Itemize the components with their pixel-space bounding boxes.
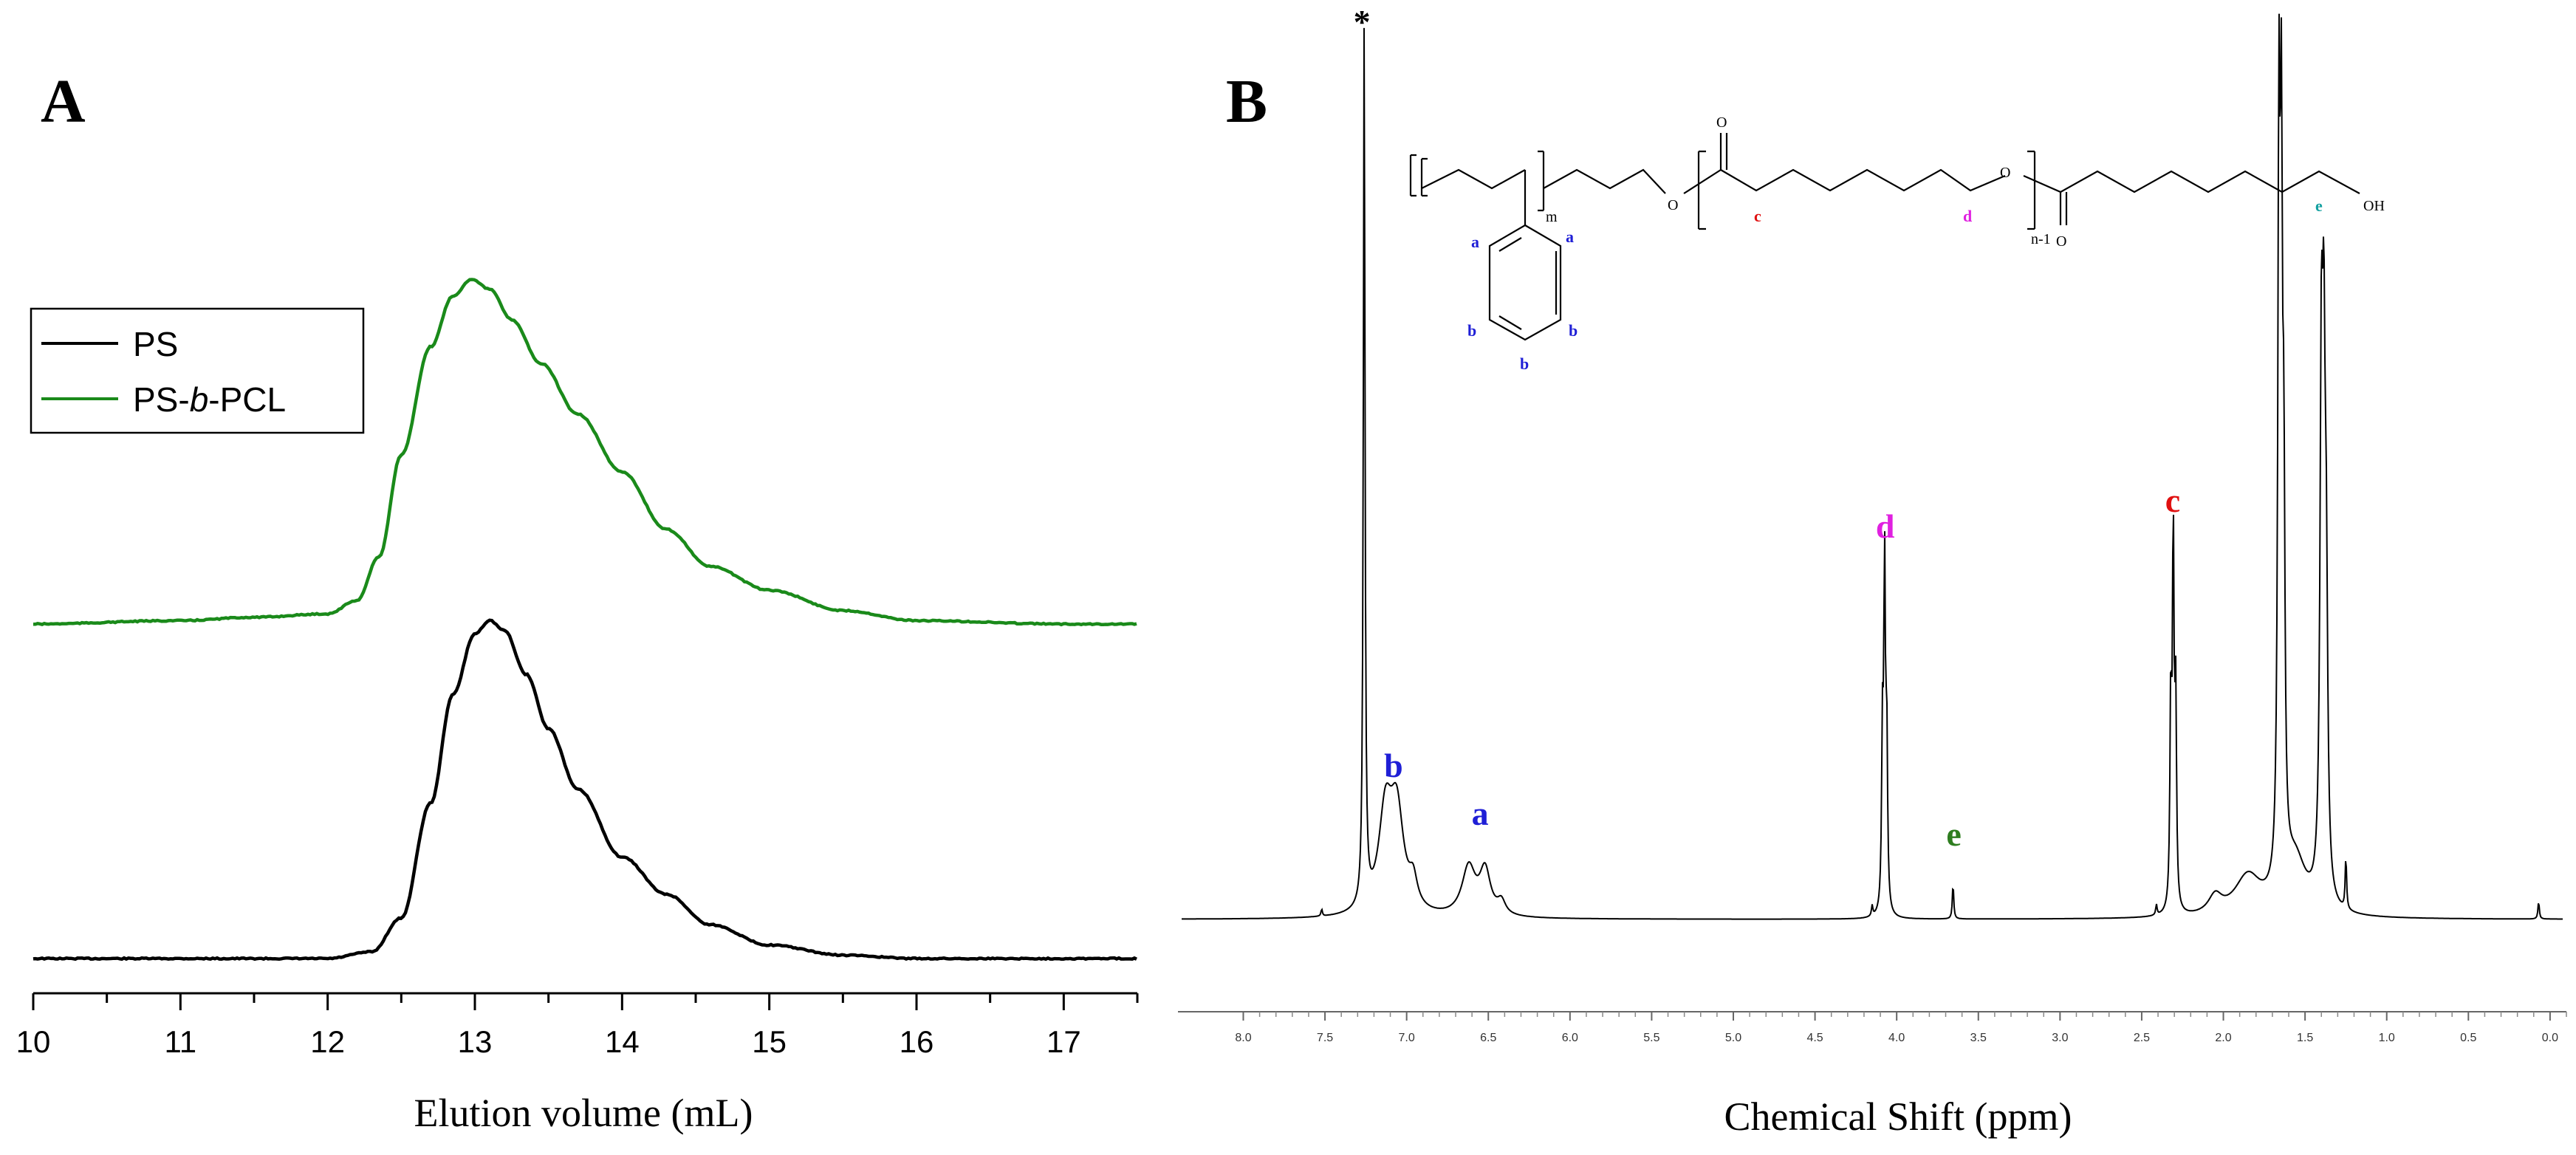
tick-label: 4.5 <box>1806 1032 1823 1044</box>
panel-a-curves <box>32 278 1137 962</box>
tick-label: 5.0 <box>1725 1032 1741 1044</box>
panel-a-ticks: 10 11 12 13 14 15 16 17 <box>16 993 1139 1059</box>
tick-label: 12 <box>310 1024 345 1059</box>
panel-a-x-axis-title: Elution volume (mL) <box>414 1091 753 1135</box>
tick-label: 1.5 <box>2297 1032 2313 1044</box>
phenyl-double-bonds <box>1498 237 1558 330</box>
bracket-right-pcl <box>2027 150 2036 230</box>
tick-label: 10 <box>16 1024 51 1059</box>
bracket-left-pcl <box>1697 150 1706 230</box>
legend-box <box>30 307 365 434</box>
tick-label: 7.5 <box>1317 1032 1333 1044</box>
tick-label: 6.0 <box>1562 1032 1578 1044</box>
panel-a: A 10 11 12 13 14 15 16 17 Elution volume (mL) P… <box>16 67 1139 1135</box>
linker-to-ester <box>1683 169 1722 194</box>
tick-label: 17 <box>1046 1024 1081 1059</box>
label-oh: OH <box>2363 198 2385 214</box>
tick-label: 5.5 <box>1643 1032 1659 1044</box>
legend-label-ps: PS <box>133 325 178 363</box>
tick-label: 15 <box>752 1024 787 1059</box>
peak-label-e: e <box>1946 815 1961 853</box>
tick-label: 13 <box>458 1024 493 1059</box>
chemical-structure <box>1409 133 2360 341</box>
proton-a-right: a <box>1566 227 1574 246</box>
ps-backbone-bond <box>1421 168 1526 190</box>
tick-label: 16 <box>900 1024 934 1059</box>
label-o-ester: O <box>2000 165 2010 181</box>
peak-label-c: c <box>2165 481 2180 519</box>
terminal-chain <box>2060 170 2360 194</box>
panel-b: B * b a d e c 8.0 7.5 7.0 6.5 6.0 5.5 5.0 4.5 4.0 3.5 3… <box>1178 3 2567 1139</box>
chemical-structure-labels: m n-1 O O O O OH a a b b b c d e <box>1467 114 2385 373</box>
peak-label-a: a <box>1472 795 1489 832</box>
bracket-right-ps <box>1538 150 1545 212</box>
tick-label: 0.5 <box>2460 1032 2476 1044</box>
label-m: m <box>1546 209 1558 225</box>
panel-b-x-axis-title: Chemical Shift (ppm) <box>1724 1094 2072 1139</box>
label-o-carbonyl-2: O <box>2056 233 2066 250</box>
panel-a-label: A <box>41 67 86 136</box>
label-o-ether: O <box>1668 197 1678 213</box>
panel-b-ticks: 8.0 7.5 7.0 6.5 6.0 5.5 5.0 4.5 4.0 3.5 3.0 2.5 2.0 1… <box>1235 1012 2567 1044</box>
tick-label: 1.0 <box>2379 1032 2395 1044</box>
peak-label-solvent: * <box>1354 3 1371 41</box>
proton-e: e <box>2315 196 2323 215</box>
trace-ps <box>32 618 1137 962</box>
trace-ps-b-pcl <box>32 278 1137 627</box>
nmr-peak-annotations: * b a d e c <box>1354 3 2181 853</box>
phenyl-ring <box>1488 224 1562 341</box>
proton-b-right: b <box>1569 321 1578 340</box>
proton-b-left: b <box>1467 321 1476 340</box>
tick-label: 14 <box>605 1024 640 1059</box>
tick-label: 7.0 <box>1399 1032 1415 1044</box>
tick-label: 2.0 <box>2215 1032 2231 1044</box>
tick-label: 6.5 <box>1480 1032 1496 1044</box>
tick-label: 4.0 <box>1888 1032 1905 1044</box>
peak-label-b: b <box>1384 747 1403 784</box>
tick-label: 0.0 <box>2542 1032 2558 1044</box>
label-o-carbonyl-1: O <box>1716 114 1727 131</box>
tick-label: 3.0 <box>2052 1032 2068 1044</box>
tick-label: 8.0 <box>1235 1032 1251 1044</box>
proton-c: c <box>1754 207 1761 225</box>
carbonyl-2 <box>2023 174 2068 225</box>
panel-b-label: B <box>1226 67 1267 136</box>
tick-label: 3.5 <box>1970 1032 1987 1044</box>
nmr-spectrum <box>1182 13 2563 920</box>
proton-d: d <box>1963 207 1972 225</box>
label-n-1: n-1 <box>2031 231 2051 247</box>
carbonyl-1 <box>1719 133 1728 170</box>
legend-label-ps-b-pcl: PS-b-PCL <box>133 380 286 419</box>
tick-label: 11 <box>165 1024 197 1059</box>
proton-a-left: a <box>1471 233 1479 251</box>
peak-label-d: d <box>1876 507 1895 545</box>
proton-b-bottom: b <box>1520 354 1529 373</box>
pcl-chain <box>1720 168 2006 192</box>
panel-a-legend: PS PS-b-PCL <box>30 307 365 434</box>
linker-chain <box>1543 168 1666 194</box>
tick-label: 2.5 <box>2134 1032 2150 1044</box>
